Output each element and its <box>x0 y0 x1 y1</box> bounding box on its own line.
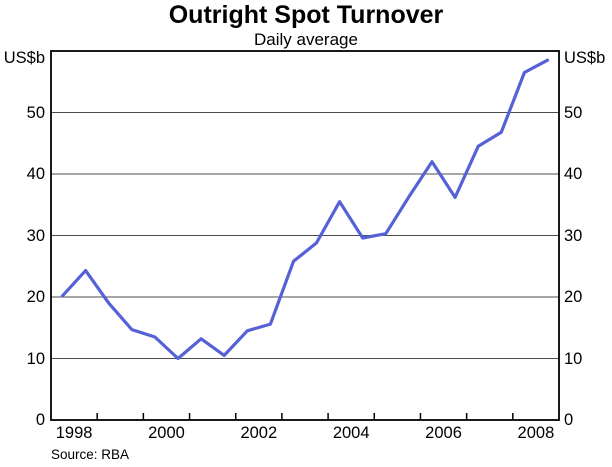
y-axis-label-right-0: 0 <box>564 411 574 429</box>
y-axis-label-left-30: 30 <box>26 226 45 245</box>
x-axis-label-2004: 2004 <box>332 424 370 442</box>
source-note: Source: RBA <box>51 447 130 462</box>
y-axis-label-right-20: 20 <box>564 288 583 306</box>
chart-subtitle: Daily average <box>254 30 358 49</box>
y-axis-label-left-50: 50 <box>26 103 45 122</box>
y-axis-label-left-20: 20 <box>26 288 45 306</box>
y-axis-label-left-0: 0 <box>35 411 45 429</box>
chart-title: Outright Spot Turnover <box>168 1 444 29</box>
x-axis-label-1998: 1998 <box>55 424 93 442</box>
y-axis-unit-right: US$b <box>564 49 606 67</box>
y-axis-label-left-40: 40 <box>26 165 45 183</box>
data-line-series-0 <box>60 58 550 361</box>
x-axis-label-2000: 2000 <box>148 424 185 442</box>
y-axis-label-right-30: 30 <box>564 226 583 245</box>
y-axis-label-left-10: 10 <box>26 349 45 368</box>
x-axis-label-2008: 2008 <box>517 424 555 442</box>
y-axis-label-right-40: 40 <box>564 165 583 183</box>
x-axis-label-2002: 2002 <box>240 424 278 442</box>
x-axis-label-2006: 2006 <box>425 424 462 442</box>
y-axis-label-right-10: 10 <box>564 349 583 368</box>
y-axis-unit-left: US$b <box>3 49 45 67</box>
y-axis-label-right-50: 50 <box>564 103 583 122</box>
plot-frame <box>50 50 560 421</box>
